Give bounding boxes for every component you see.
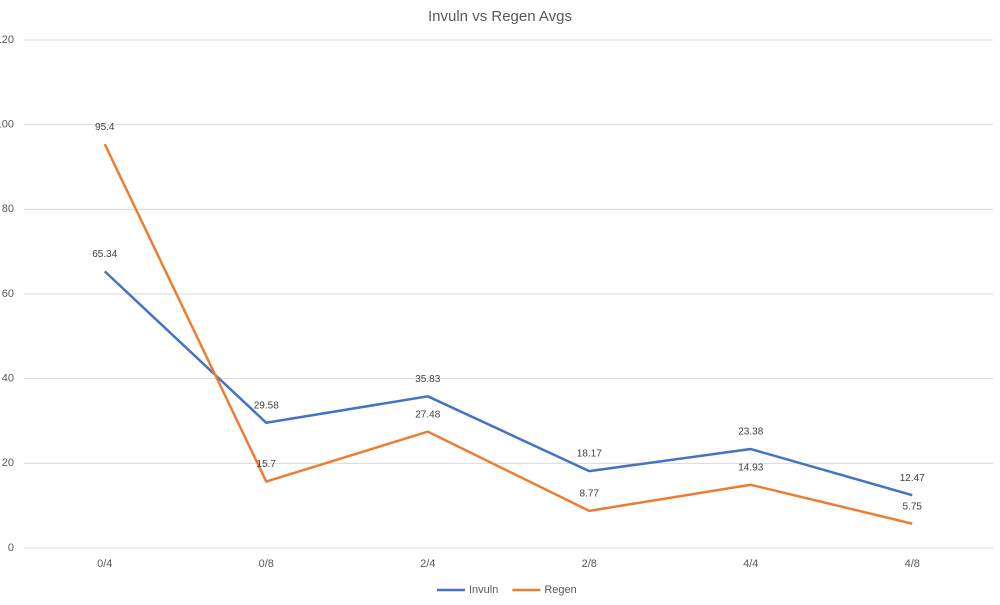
chart-title: Invuln vs Regen Avgs	[428, 8, 572, 25]
legend-label: Regen	[544, 584, 576, 596]
y-tick-label: 0	[8, 542, 14, 554]
data-label: 27.48	[415, 409, 440, 420]
data-label: 29.58	[254, 400, 279, 411]
y-tick-label: 20	[2, 457, 14, 469]
x-tick-label: 0/4	[97, 558, 112, 570]
x-tick-label: 4/8	[905, 558, 920, 570]
data-label: 95.4	[95, 122, 115, 133]
data-label: 35.83	[415, 374, 440, 385]
y-tick-label: 60	[2, 288, 14, 300]
series-line	[103, 143, 913, 525]
x-tick-label: 0/8	[259, 558, 274, 570]
series-line	[103, 270, 913, 497]
y-tick-label: 80	[2, 203, 14, 215]
x-tick-label: 2/4	[420, 558, 435, 570]
data-label: 18.17	[577, 449, 602, 460]
y-tick-label: 40	[2, 373, 14, 385]
legend-label: Invuln	[469, 584, 498, 596]
data-label: 15.7	[257, 459, 277, 470]
y-tick-label: 120	[0, 34, 14, 46]
data-label: 12.47	[900, 473, 925, 484]
data-label: 8.77	[580, 489, 600, 500]
data-label: 23.38	[738, 427, 763, 438]
data-label: 65.34	[92, 249, 117, 260]
data-label: 5.75	[903, 501, 923, 512]
data-label: 14.93	[738, 462, 763, 473]
x-tick-label: 2/8	[582, 558, 597, 570]
x-tick-label: 4/4	[743, 558, 758, 570]
y-tick-label: 100	[0, 119, 14, 131]
